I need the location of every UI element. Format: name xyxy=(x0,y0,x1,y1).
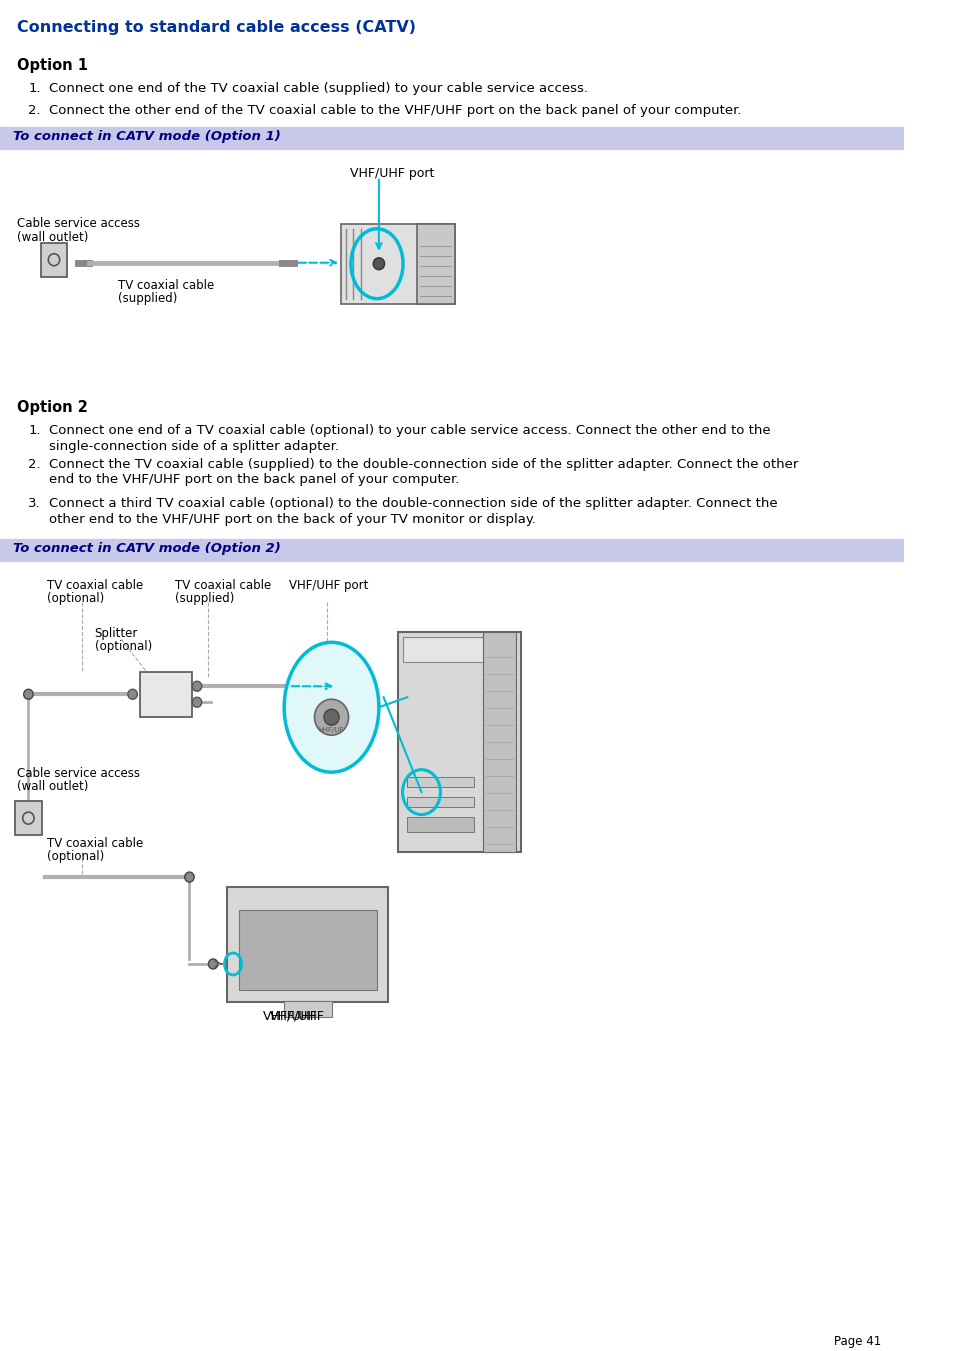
Circle shape xyxy=(185,871,194,882)
Circle shape xyxy=(373,258,384,270)
Bar xyxy=(407,777,473,788)
Text: Option 1: Option 1 xyxy=(17,58,88,73)
Circle shape xyxy=(208,959,217,969)
Bar xyxy=(482,632,516,852)
Bar xyxy=(407,817,473,832)
Bar xyxy=(416,224,455,304)
Text: (optional): (optional) xyxy=(48,592,105,605)
Text: (wall outlet): (wall outlet) xyxy=(17,780,89,793)
Text: 2.: 2. xyxy=(29,104,41,118)
Text: Connect a third TV coaxial cable (optional) to the double-connection side of the: Connect a third TV coaxial cable (option… xyxy=(50,497,777,511)
Text: To connect in CATV mode (Option 2): To connect in CATV mode (Option 2) xyxy=(13,542,281,555)
Text: Connect the TV coaxial cable (supplied) to the double-connection side of the spl: Connect the TV coaxial cable (supplied) … xyxy=(50,458,798,470)
Text: (supplied): (supplied) xyxy=(175,592,234,605)
Text: Connect one end of the TV coaxial cable (supplied) to your cable service access.: Connect one end of the TV coaxial cable … xyxy=(50,82,588,95)
Text: Connect the other end of the TV coaxial cable to the VHF/UHF port on the back pa: Connect the other end of the TV coaxial … xyxy=(50,104,741,118)
Circle shape xyxy=(314,700,348,735)
Text: 2.: 2. xyxy=(29,458,41,470)
Text: other end to the VHF/UHF port on the back of your TV monitor or display.: other end to the VHF/UHF port on the bac… xyxy=(50,513,536,527)
Text: Page 41: Page 41 xyxy=(833,1335,880,1347)
Bar xyxy=(15,801,42,835)
Text: VHF/UF: VHF/UF xyxy=(318,727,344,734)
Bar xyxy=(238,911,376,990)
Text: TV coaxial cable: TV coaxial cable xyxy=(48,580,144,592)
Text: VHF/UHF port: VHF/UHF port xyxy=(289,580,368,592)
Bar xyxy=(340,224,455,304)
Text: TV coaxial cable: TV coaxial cable xyxy=(48,838,144,850)
Text: Cable service access: Cable service access xyxy=(17,216,140,230)
Text: single-connection side of a splitter adapter.: single-connection side of a splitter ada… xyxy=(50,439,339,453)
Text: VHF/UHF: VHF/UHF xyxy=(263,1011,318,1023)
Bar xyxy=(397,632,520,852)
Text: Option 2: Option 2 xyxy=(17,400,88,415)
Text: 3.: 3. xyxy=(29,497,41,511)
Text: Connect one end of a TV coaxial cable (optional) to your cable service access. C: Connect one end of a TV coaxial cable (o… xyxy=(50,424,770,436)
Text: (supplied): (supplied) xyxy=(118,292,177,305)
Circle shape xyxy=(193,697,201,707)
Bar xyxy=(284,1001,332,1017)
Bar xyxy=(227,888,388,1002)
Circle shape xyxy=(324,709,338,725)
Text: TV coaxial cable: TV coaxial cable xyxy=(118,278,214,292)
Text: 1.: 1. xyxy=(29,82,41,95)
Bar xyxy=(0,539,902,562)
Bar xyxy=(140,673,193,717)
Text: Splitter: Splitter xyxy=(94,627,138,640)
Text: VHF/UHF port: VHF/UHF port xyxy=(350,166,435,180)
Text: TV coaxial cable: TV coaxial cable xyxy=(175,580,272,592)
Bar xyxy=(402,638,516,662)
Text: (optional): (optional) xyxy=(48,850,105,863)
Bar xyxy=(0,127,902,149)
Text: 1.: 1. xyxy=(29,424,41,436)
Text: Cable service access: Cable service access xyxy=(17,767,140,780)
Circle shape xyxy=(128,689,137,700)
Text: (optional): (optional) xyxy=(94,640,152,654)
Circle shape xyxy=(24,689,33,700)
Ellipse shape xyxy=(284,642,378,773)
Circle shape xyxy=(193,681,201,692)
Text: end to the VHF/UHF port on the back panel of your computer.: end to the VHF/UHF port on the back pane… xyxy=(50,473,459,486)
Text: Connecting to standard cable access (CATV): Connecting to standard cable access (CAT… xyxy=(17,20,416,35)
Bar xyxy=(407,797,473,807)
Text: To connect in CATV mode (Option 1): To connect in CATV mode (Option 1) xyxy=(13,130,281,143)
Bar xyxy=(41,243,67,277)
Text: (wall outlet): (wall outlet) xyxy=(17,231,89,243)
Text: VHF/UHF: VHF/UHF xyxy=(270,1011,325,1023)
